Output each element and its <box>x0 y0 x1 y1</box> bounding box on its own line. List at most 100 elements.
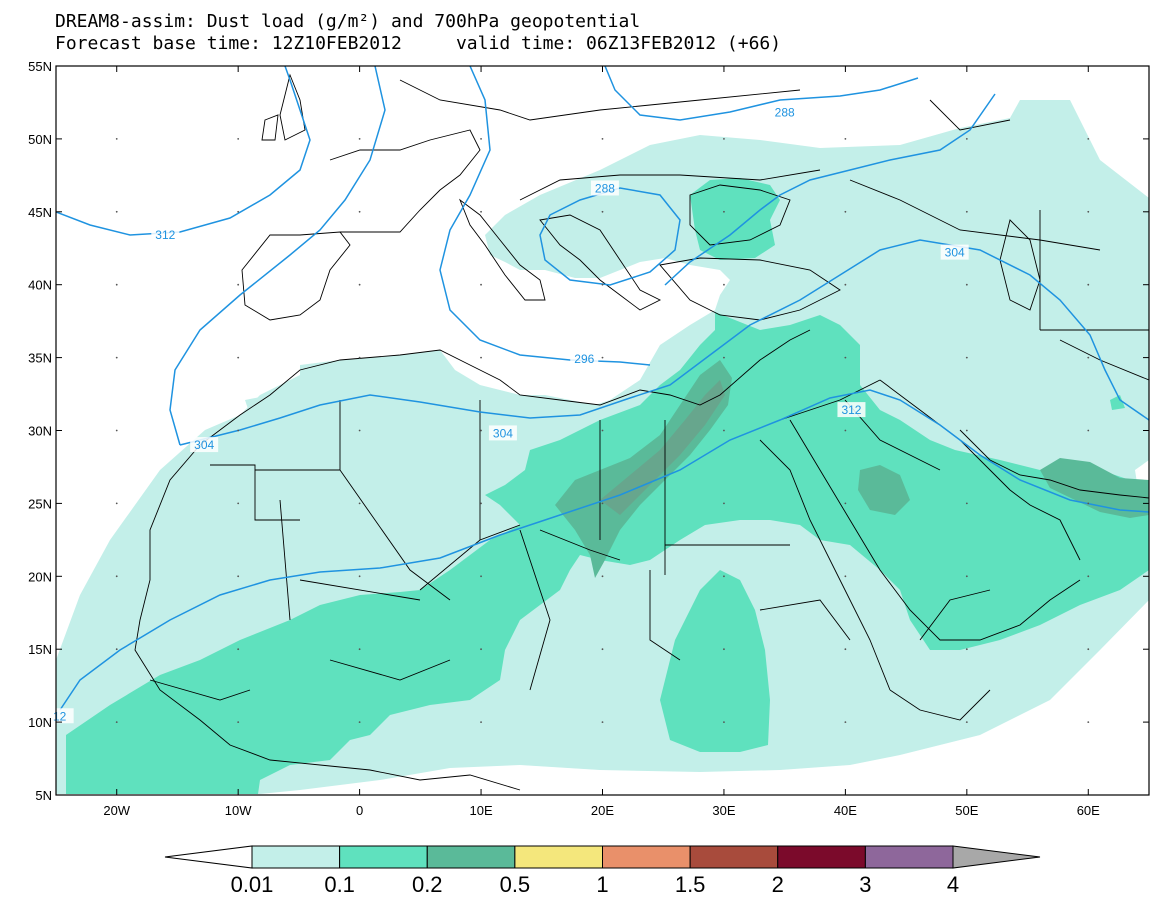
graticule-dot <box>844 429 847 432</box>
graticule-dot <box>1087 356 1090 359</box>
graticule-dot <box>844 283 847 286</box>
graticule-dot <box>1087 721 1090 723</box>
graticule-dot <box>237 283 240 286</box>
lon-tick-label: 50E <box>955 803 978 818</box>
graticule-dot <box>965 575 968 578</box>
contour-label: 296 <box>574 352 594 366</box>
contour-label-bg <box>45 708 74 724</box>
map-plot-area <box>56 66 1149 795</box>
graticule-dot <box>1087 283 1090 286</box>
graticule-dot <box>965 721 968 723</box>
colorbar-box <box>864 845 954 869</box>
graticule-dot <box>358 721 361 723</box>
graticule-dot <box>115 429 118 432</box>
lon-tick-label: 0 <box>356 803 363 818</box>
graticule-dot <box>844 502 847 505</box>
graticule-dot <box>844 575 847 578</box>
contour-label-bg <box>770 104 799 120</box>
graticule-dot <box>237 502 240 505</box>
dust-shading-level-4 <box>600 380 725 515</box>
contour-label: 288 <box>775 106 795 120</box>
colorbar-box <box>426 845 516 869</box>
colorbar-box <box>777 845 866 869</box>
contour-label-bg <box>151 227 180 243</box>
graticule-dot <box>115 138 118 140</box>
graticule-dot <box>601 502 604 505</box>
graticule-dot <box>723 138 725 140</box>
lat-tick-label: 15N <box>28 642 52 657</box>
colorbar-label: 3 <box>859 872 871 897</box>
contour-label: 304 <box>194 438 214 452</box>
contour-label: 12 <box>53 709 67 723</box>
graticule-dot <box>237 721 240 723</box>
graticule-dot <box>115 356 118 359</box>
colorbar-box <box>514 845 603 869</box>
graticule-dot <box>723 356 725 359</box>
graticule-dot <box>237 138 240 140</box>
contour-label: 304 <box>493 426 513 440</box>
colorbar-box <box>602 845 691 869</box>
graticule-dot <box>358 429 361 432</box>
graticule-dot <box>237 429 240 432</box>
graticule-dot <box>1087 502 1090 505</box>
graticule-dot <box>601 429 604 432</box>
graticule-dot <box>1087 210 1090 213</box>
graticule-dot <box>358 502 361 505</box>
graticule-dot <box>237 648 240 651</box>
contour-labels: 312 288 288 304 296 304 304 312 12 <box>45 104 969 724</box>
colorbar-label: 4 <box>947 872 959 897</box>
colorbar-label: 0.2 <box>412 872 443 897</box>
lon-tick-label: 60E <box>1077 803 1100 818</box>
graticule-dot <box>723 283 725 286</box>
graticule-dot <box>115 648 118 651</box>
graticule-dot <box>480 502 482 505</box>
graticule-dot <box>480 429 482 432</box>
colorbar-label: 0.01 <box>231 872 274 897</box>
contour-label-bg <box>940 244 969 260</box>
coastlines-and-borders <box>134 73 1149 791</box>
graticule-dot <box>358 648 361 651</box>
graticule-dot <box>844 138 847 140</box>
graticule-dots <box>115 138 1090 723</box>
graticule-dot <box>237 210 240 213</box>
contour-label-bg <box>190 437 219 453</box>
graticule-dot <box>358 575 361 578</box>
lon-tick-label: 40E <box>834 803 857 818</box>
graticule-dot <box>965 356 968 359</box>
graticule-dot <box>723 429 725 432</box>
graticule-dot <box>601 356 604 359</box>
lat-tick-label: 5N <box>35 788 52 803</box>
graticule-dot <box>115 210 118 213</box>
graticule-dot <box>1087 429 1090 432</box>
colorbar-box <box>689 845 779 869</box>
lat-tick-label: 10N <box>28 715 52 730</box>
graticule-dot <box>358 356 361 359</box>
contour-label: 312 <box>155 228 175 242</box>
graticule-dot <box>723 648 725 651</box>
graticule-dot <box>480 210 482 213</box>
graticule-dot <box>115 502 118 505</box>
graticule-dot <box>358 283 361 286</box>
contour-label: 304 <box>945 246 965 260</box>
lon-tick-label: 30E <box>712 803 735 818</box>
graticule-dot <box>115 575 118 578</box>
graticule-dot <box>965 648 968 651</box>
contour-label-bg <box>488 425 517 441</box>
graticule-dot <box>965 138 968 140</box>
graticule-dot <box>844 721 847 723</box>
colorbar: 0.01 0.1 0.2 0.5 1 1.5 2 3 4 <box>164 845 1041 897</box>
graticule-dot <box>480 721 482 723</box>
graticule-dot <box>480 138 482 140</box>
colorbar-box <box>339 845 428 869</box>
contour-label: 312 <box>841 403 861 417</box>
graticule-dot <box>1087 575 1090 578</box>
graticule-dot <box>601 283 604 286</box>
lon-tick-label: 10E <box>469 803 492 818</box>
lat-tick-label: 20N <box>28 569 52 584</box>
graticule-dot <box>723 210 725 213</box>
graticule-dot <box>358 210 361 213</box>
graticule-dot <box>601 721 604 723</box>
lat-tick-label: 35N <box>28 351 52 366</box>
graticule-dot <box>1087 648 1090 651</box>
